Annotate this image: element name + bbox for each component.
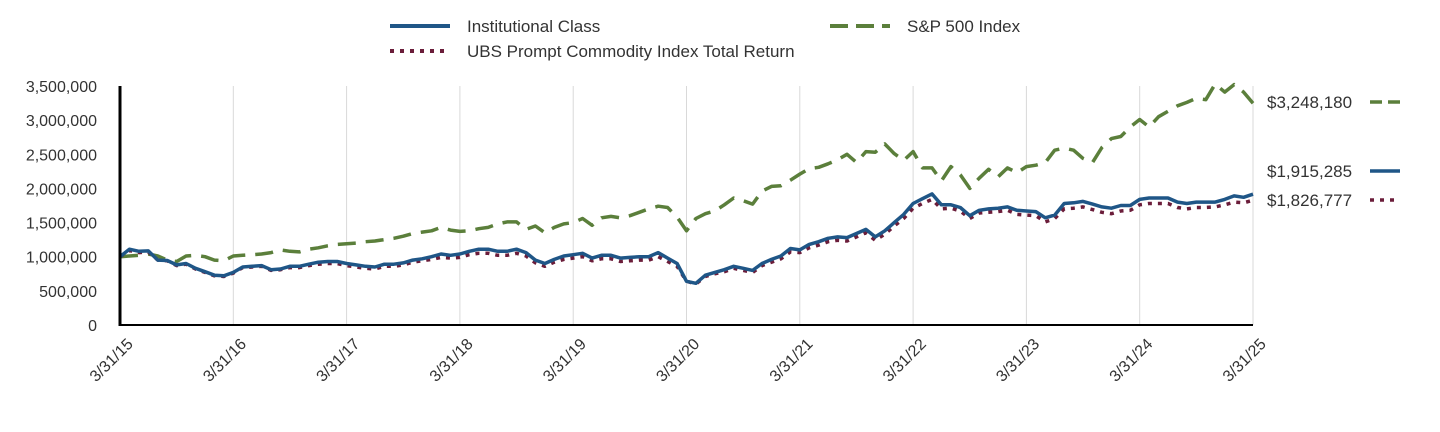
end-label-value: $1,826,777 (1267, 191, 1352, 210)
y-tick-label: 2,000,000 (26, 181, 97, 198)
x-tick-label: 3/31/16 (200, 336, 250, 386)
x-tick-label: 3/31/20 (653, 336, 703, 386)
x-tick-label: 3/31/22 (880, 336, 930, 386)
legend-label: Institutional Class (467, 17, 600, 36)
series-lines (118, 82, 1255, 286)
x-tick-label: 3/31/25 (1220, 336, 1270, 386)
y-tick-label: 1,500,000 (26, 216, 97, 233)
series-line-0 (118, 192, 1254, 286)
legend-label: S&P 500 Index (907, 17, 1021, 36)
x-axis-ticks: 3/31/15 3/31/16 3/31/17 3/31/18 3/31/19 3/31/… (87, 336, 1270, 386)
legend: Institutional Class S&P 500 Index UBS Prom… (390, 17, 1021, 61)
y-tick-label: 2,500,000 (26, 147, 97, 164)
x-tick-label: 3/31/18 (427, 336, 477, 386)
series-line-1 (119, 82, 1255, 264)
y-tick-label: 1,000,000 (26, 250, 97, 267)
x-tick-label: 3/31/15 (87, 336, 137, 386)
end-label-value: $1,915,285 (1267, 162, 1352, 181)
legend-label: UBS Prompt Commodity Index Total Return (467, 42, 795, 61)
x-tick-label: 3/31/21 (767, 336, 817, 386)
x-tick-label: 3/31/24 (1107, 336, 1157, 386)
y-tick-label: 0 (88, 318, 97, 335)
y-axis-ticks: 0 500,000 1,000,000 1,500,000 2,000,000 2,500… (26, 79, 97, 335)
x-tick-label: 3/31/17 (314, 336, 364, 386)
y-tick-label: 500,000 (39, 284, 97, 301)
x-tick-label: 3/31/23 (993, 336, 1043, 386)
y-tick-label: 3,500,000 (26, 79, 97, 96)
x-tick-label: 3/31/19 (540, 336, 590, 386)
axes (118, 86, 1253, 326)
end-value-labels: $3,248,180 $1,915,285 $1,826,777 (1267, 93, 1400, 210)
y-tick-label: 3,000,000 (26, 113, 97, 130)
end-label-value: $3,248,180 (1267, 93, 1352, 112)
